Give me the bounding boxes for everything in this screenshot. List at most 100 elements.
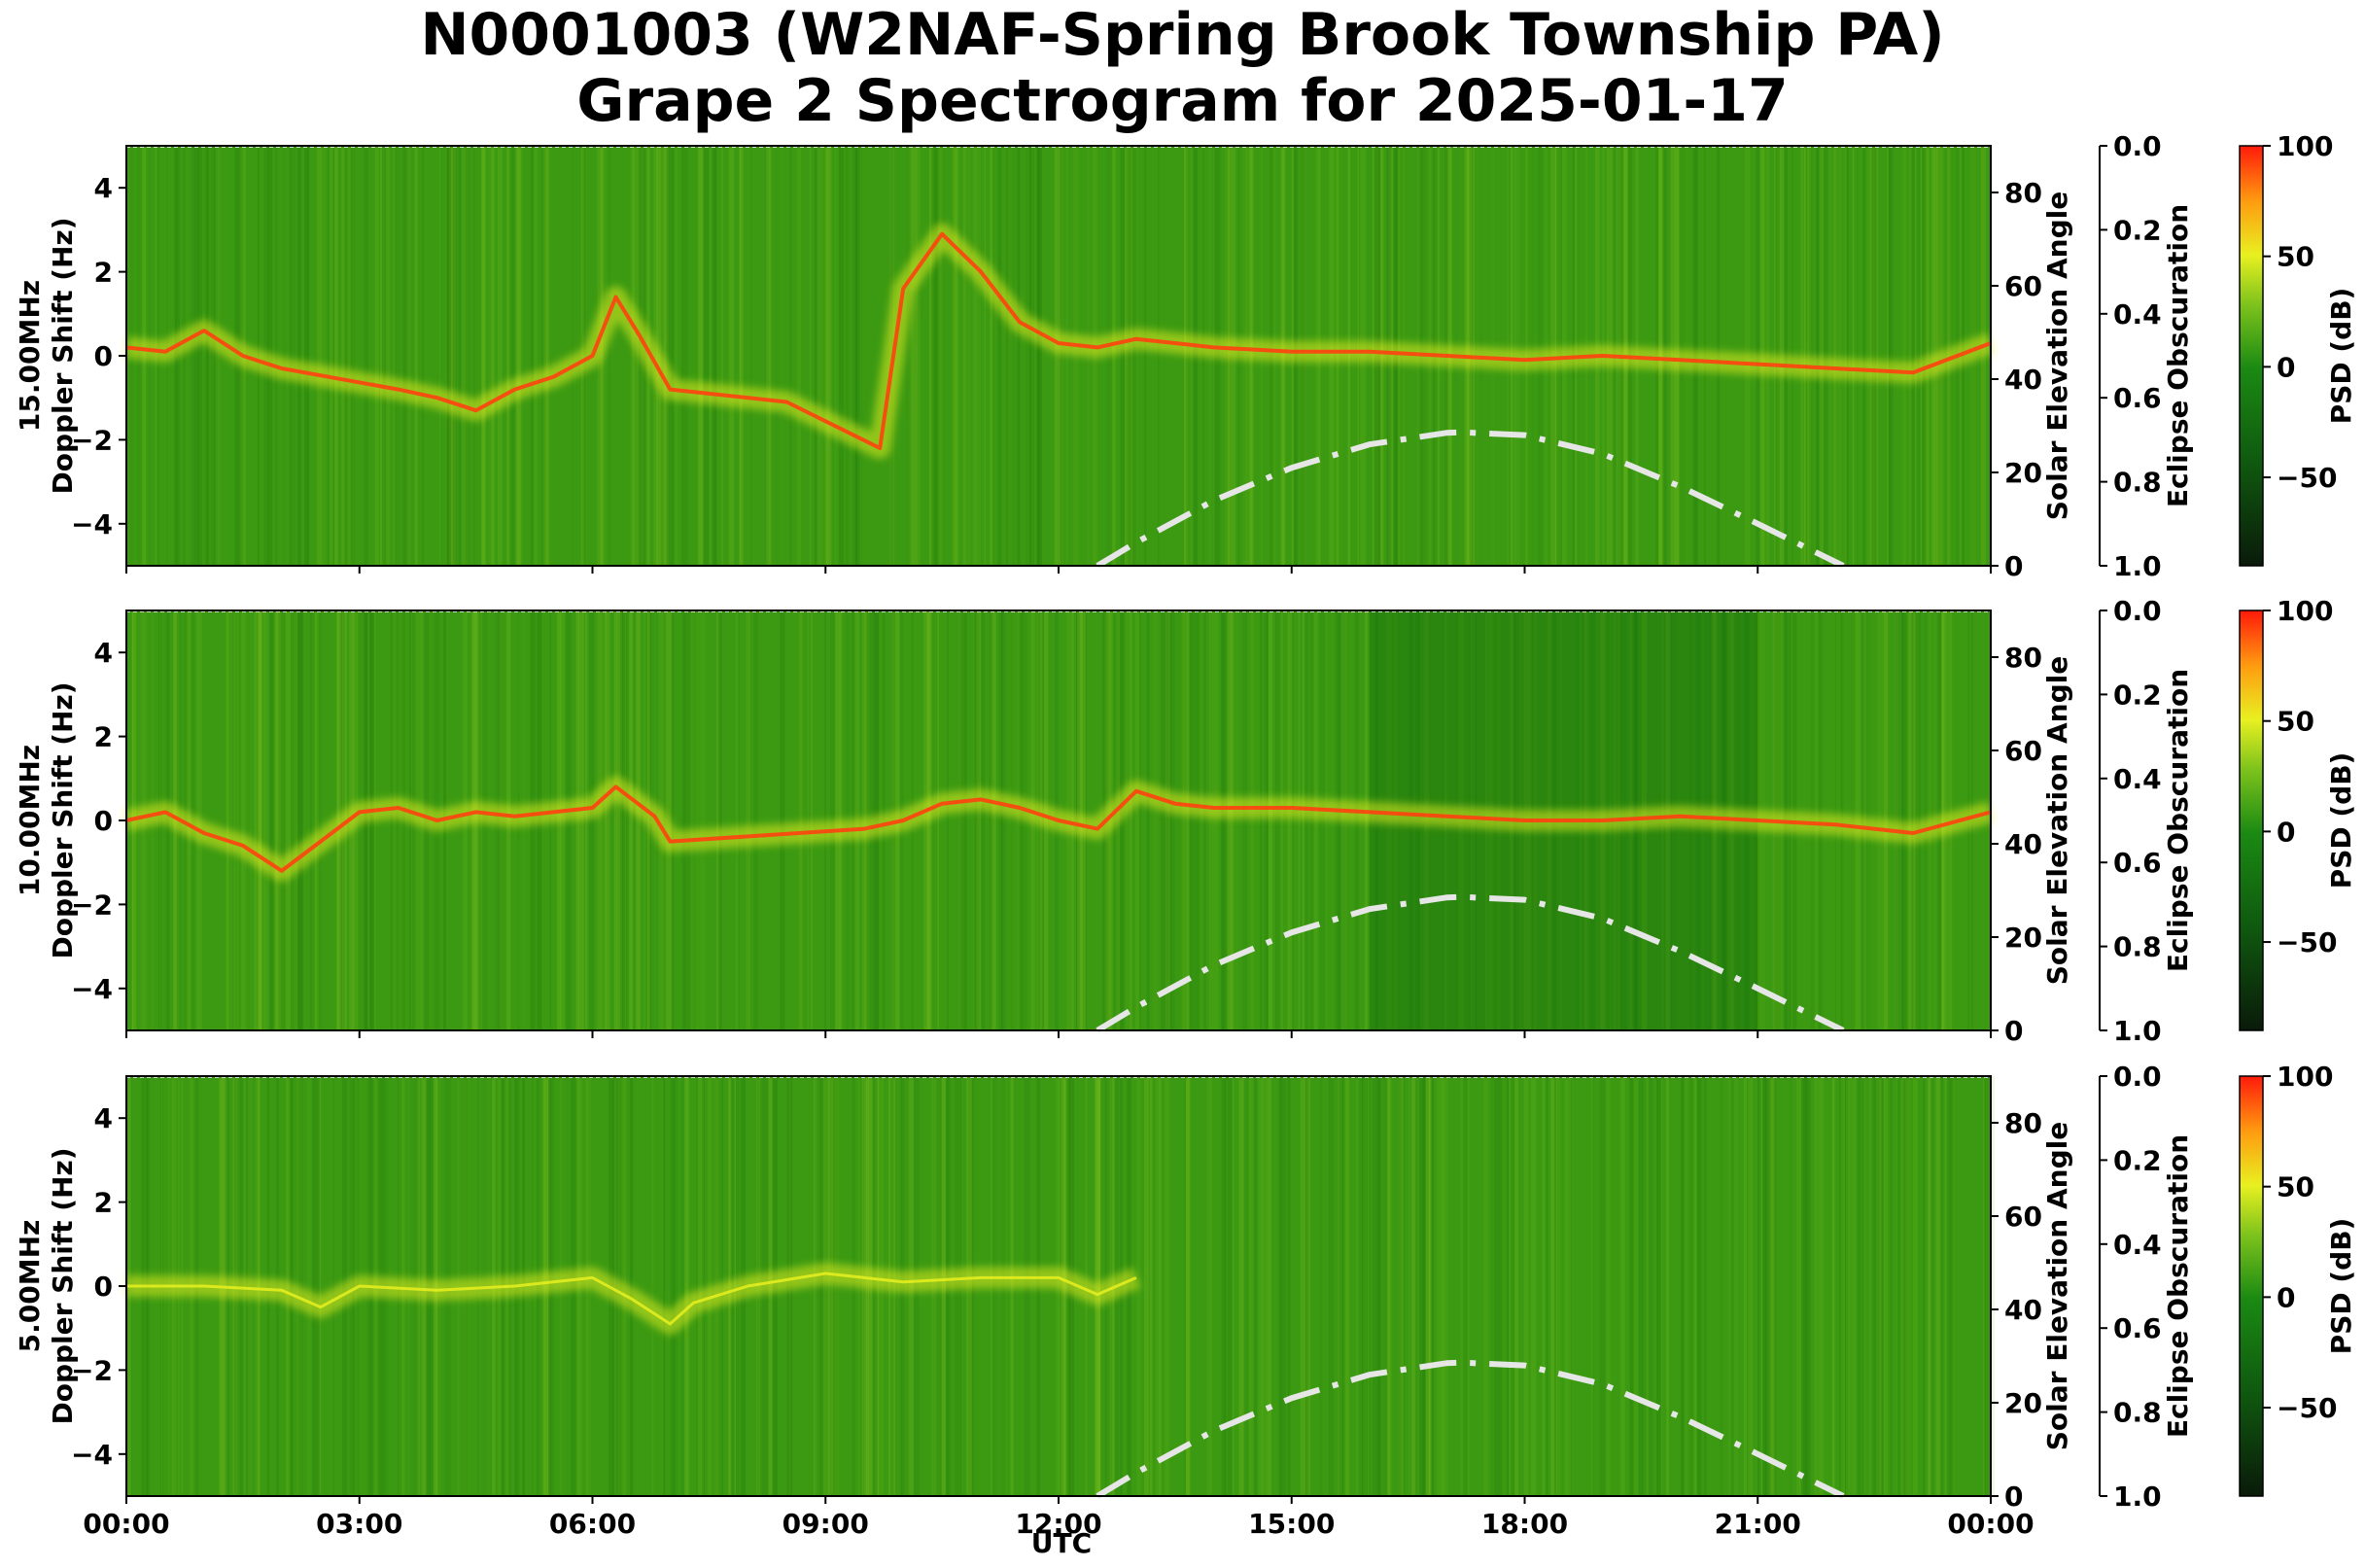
doppler-tick-label: 0 <box>94 1271 113 1303</box>
x-axis-label: UTC <box>1031 1527 1092 1559</box>
doppler-tick-label: −4 <box>71 1439 113 1471</box>
colorbar-tick-label: −50 <box>2277 926 2337 958</box>
psd-colorbar <box>2239 1075 2264 1497</box>
utc-tick-label: 00:00 <box>83 1508 169 1540</box>
utc-tick-label: 00:00 <box>1947 1508 2034 1540</box>
psd-colorbar <box>2239 610 2264 1031</box>
eclipse-tick-label: 0.2 <box>2113 1144 2162 1176</box>
panel-frequency-label: 5.00MHz <box>14 1220 46 1353</box>
colorbar-tick-label: −50 <box>2277 462 2337 494</box>
panel-frequency-label: 10.00MHz <box>14 745 46 896</box>
chart-title-line-2: Grape 2 Spectrogram for 2025-01-17 <box>576 67 1789 135</box>
solar-elevation-tick-label: 40 <box>2004 1294 2042 1326</box>
eclipse-tick-label: 0.4 <box>2113 1229 2162 1261</box>
doppler-tick-label: −4 <box>71 508 113 540</box>
eclipse-axis-label: Eclipse Obscuration <box>2162 204 2194 507</box>
utc-tick-label: 03:00 <box>316 1508 402 1540</box>
eclipse-axis-label: Eclipse Obscuration <box>2162 669 2194 972</box>
doppler-tick-label: 2 <box>94 721 113 753</box>
eclipse-tick-label: 0.0 <box>2113 1061 2162 1093</box>
doppler-tick-label: −4 <box>71 973 113 1005</box>
utc-tick-label: 15:00 <box>1248 1508 1335 1540</box>
utc-tick-label: 21:00 <box>1715 1508 1801 1540</box>
doppler-trace <box>126 1272 1137 1326</box>
solar-elevation-axis-label: Solar Elevation Angle <box>2041 656 2073 985</box>
eclipse-tick-label: 0.8 <box>2113 1397 2162 1429</box>
psd-colorbar <box>2239 145 2264 567</box>
solar-elevation-curve <box>1096 1359 1845 1499</box>
doppler-tick-label: −2 <box>71 1354 113 1386</box>
eclipse-tick-label: 0.0 <box>2113 595 2162 627</box>
eclipse-tick-label: 0.6 <box>2113 1312 2162 1344</box>
colorbar-tick-label: 50 <box>2277 1171 2314 1203</box>
solar-elevation-axis-label: Solar Elevation Angle <box>2041 192 2073 520</box>
doppler-tick-label: −2 <box>71 424 113 456</box>
doppler-tick-label: 4 <box>94 637 113 669</box>
solar-elevation-tick-label: 20 <box>2004 922 2042 954</box>
solar-elevation-tick-label: 0 <box>2004 1481 2023 1513</box>
solar-elevation-tick-label: 40 <box>2004 364 2042 396</box>
colorbar-tick-label: 0 <box>2277 351 2295 383</box>
solar-elevation-tick-label: 0 <box>2004 550 2023 582</box>
colorbar-tick-label: 100 <box>2277 1061 2333 1093</box>
doppler-trace <box>125 231 1992 450</box>
utc-tick-label: 06:00 <box>549 1508 636 1540</box>
doppler-tick-label: −2 <box>71 889 113 921</box>
panel-frequency-label: 15.00MHz <box>14 280 46 432</box>
solar-elevation-tick-label: 0 <box>2004 1015 2023 1047</box>
solar-elevation-tick-label: 80 <box>2004 1107 2042 1139</box>
eclipse-tick-label: 0.6 <box>2113 847 2162 879</box>
doppler-tick-label: 2 <box>94 257 113 289</box>
doppler-axis-label: Doppler Shift (Hz) <box>47 681 79 958</box>
solar-elevation-tick-label: 60 <box>2004 735 2042 767</box>
solar-elevation-axis-label: Solar Elevation Angle <box>2041 1122 2073 1450</box>
colorbar-tick-label: 100 <box>2277 595 2333 627</box>
eclipse-tick-label: 0.8 <box>2113 931 2162 963</box>
utc-tick-label: 09:00 <box>783 1508 869 1540</box>
colorbar-tick-label: 100 <box>2277 130 2333 162</box>
eclipse-axis-label: Eclipse Obscuration <box>2162 1134 2194 1438</box>
solar-elevation-tick-label: 80 <box>2004 177 2042 209</box>
doppler-tick-label: 0 <box>94 340 113 372</box>
colorbar-tick-label: 0 <box>2277 1281 2295 1313</box>
utc-tick-label: 18:00 <box>1481 1508 1568 1540</box>
colorbar-tick-label: 0 <box>2277 816 2295 848</box>
eclipse-tick-label: 0.2 <box>2113 679 2162 711</box>
utc-tick-label: 12:00 <box>1015 1508 1101 1540</box>
colorbar-tick-label: −50 <box>2277 1392 2337 1424</box>
chart-title-line-1: N0001003 (W2NAF-Spring Brook Township PA… <box>420 1 1945 69</box>
solar-elevation-curve <box>1096 429 1845 569</box>
colorbar-label: PSD (dB) <box>2325 752 2357 889</box>
spectrogram-panel-0: 420−2−415.00MHz Doppler Shift (Hz)8060402… <box>14 130 2357 582</box>
doppler-tick-label: 4 <box>94 1102 113 1134</box>
colorbar-label: PSD (dB) <box>2325 1218 2357 1355</box>
solar-elevation-curve <box>1096 893 1845 1033</box>
solar-elevation-tick-label: 80 <box>2004 642 2042 674</box>
colorbar-tick-label: 50 <box>2277 241 2314 273</box>
solar-elevation-tick-label: 60 <box>2004 1201 2042 1233</box>
doppler-tick-label: 0 <box>94 805 113 837</box>
solar-elevation-tick-label: 20 <box>2004 457 2042 489</box>
doppler-tick-label: 4 <box>94 172 113 204</box>
colorbar-label: PSD (dB) <box>2325 288 2357 425</box>
eclipse-tick-label: 0.0 <box>2113 130 2162 162</box>
eclipse-tick-label: 1.0 <box>2113 1015 2162 1047</box>
spectrogram-panel-1: 420−2−410.00MHz Doppler Shift (Hz)8060402… <box>14 595 2357 1047</box>
eclipse-tick-label: 1.0 <box>2113 550 2162 582</box>
colorbar-tick-label: 50 <box>2277 706 2314 738</box>
eclipse-tick-label: 0.4 <box>2113 298 2162 331</box>
spectrogram-panel-2: 420−2−45.00MHz Doppler Shift (Hz)80604020… <box>14 1061 2357 1540</box>
doppler-trace <box>125 784 1992 873</box>
doppler-axis-label: Doppler Shift (Hz) <box>47 1147 79 1424</box>
doppler-tick-label: 2 <box>94 1187 113 1219</box>
solar-elevation-tick-label: 40 <box>2004 828 2042 860</box>
eclipse-tick-label: 0.6 <box>2113 382 2162 414</box>
eclipse-tick-label: 0.2 <box>2113 214 2162 246</box>
solar-elevation-tick-label: 60 <box>2004 270 2042 302</box>
eclipse-tick-label: 0.4 <box>2113 763 2162 795</box>
eclipse-tick-label: 0.8 <box>2113 467 2162 499</box>
solar-elevation-tick-label: 20 <box>2004 1387 2042 1419</box>
eclipse-tick-label: 1.0 <box>2113 1481 2162 1513</box>
doppler-axis-label: Doppler Shift (Hz) <box>47 217 79 494</box>
